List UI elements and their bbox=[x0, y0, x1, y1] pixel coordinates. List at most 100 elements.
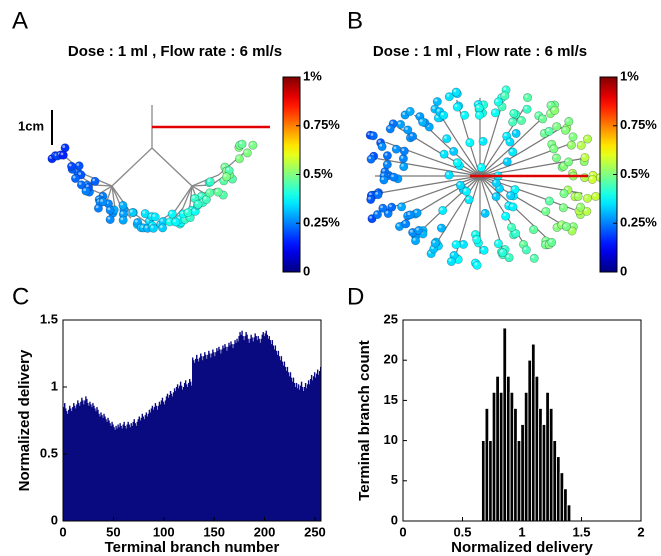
sphere bbox=[379, 175, 389, 185]
bar bbox=[134, 423, 136, 521]
sphere-highlight bbox=[384, 152, 388, 156]
bar bbox=[195, 358, 197, 521]
sphere bbox=[148, 223, 158, 233]
bar bbox=[268, 336, 271, 521]
bar bbox=[201, 356, 203, 521]
sphere bbox=[464, 195, 474, 205]
sphere bbox=[568, 132, 578, 142]
bar bbox=[312, 376, 315, 521]
bar bbox=[72, 407, 74, 521]
axes-frame bbox=[62, 319, 322, 522]
bar bbox=[120, 425, 122, 521]
sphere-highlight bbox=[250, 142, 254, 146]
sphere-highlight bbox=[203, 196, 207, 200]
sphere-highlight bbox=[568, 142, 572, 146]
branch bbox=[456, 175, 481, 253]
bar bbox=[277, 350, 280, 521]
sphere-highlight bbox=[561, 190, 565, 194]
sphere bbox=[508, 202, 518, 212]
bar bbox=[291, 381, 294, 521]
bar bbox=[153, 407, 156, 521]
sphere-highlight bbox=[549, 141, 552, 145]
bar bbox=[254, 333, 256, 521]
sphere-highlight bbox=[407, 212, 411, 216]
sphere bbox=[408, 131, 418, 141]
sphere-highlight bbox=[160, 218, 164, 222]
sphere-highlight bbox=[539, 116, 543, 120]
bar bbox=[151, 405, 154, 521]
sphere-highlight bbox=[457, 182, 461, 186]
sphere bbox=[401, 219, 411, 229]
bar bbox=[316, 369, 319, 521]
bar bbox=[127, 421, 129, 521]
histogram-bar bbox=[531, 343, 536, 522]
bar bbox=[242, 336, 244, 521]
bar bbox=[218, 346, 220, 521]
sphere-highlight bbox=[236, 156, 240, 159]
sphere bbox=[446, 257, 456, 267]
bar bbox=[226, 350, 228, 521]
bar bbox=[124, 425, 126, 521]
bar bbox=[310, 374, 313, 521]
bar bbox=[311, 380, 314, 521]
sphere-highlight bbox=[510, 149, 513, 153]
bar bbox=[90, 404, 92, 521]
sphere bbox=[509, 108, 519, 118]
x-tick-label: 2 bbox=[637, 524, 644, 539]
sphere bbox=[118, 200, 128, 210]
sphere bbox=[544, 126, 554, 136]
bar bbox=[95, 411, 97, 521]
colorbar-tick-label: 0.5% bbox=[620, 166, 650, 181]
sphere bbox=[418, 117, 428, 127]
sphere-highlight bbox=[222, 164, 226, 168]
sphere-highlight bbox=[569, 228, 573, 232]
sphere-highlight bbox=[510, 204, 514, 208]
sphere-highlight bbox=[513, 130, 517, 134]
x-tick-label: 200 bbox=[254, 524, 276, 539]
bar bbox=[208, 350, 210, 521]
bar bbox=[166, 393, 169, 521]
bar bbox=[140, 417, 143, 521]
sphere bbox=[508, 147, 518, 157]
bar bbox=[235, 342, 237, 521]
bar bbox=[250, 334, 252, 521]
sphere-highlight bbox=[434, 98, 438, 102]
bar bbox=[290, 377, 293, 521]
bar bbox=[94, 408, 96, 521]
sphere bbox=[405, 210, 415, 220]
sphere-highlight bbox=[374, 211, 378, 215]
sphere bbox=[547, 237, 557, 247]
bar bbox=[192, 357, 194, 521]
sphere bbox=[205, 177, 215, 187]
bar bbox=[259, 342, 261, 521]
bar bbox=[221, 349, 223, 521]
bar bbox=[309, 378, 312, 521]
sphere-highlight bbox=[563, 223, 567, 227]
sphere-highlight bbox=[524, 94, 528, 98]
histogram-bar bbox=[556, 456, 561, 522]
bar bbox=[183, 382, 186, 521]
sphere bbox=[478, 136, 488, 146]
sphere bbox=[373, 190, 383, 200]
sphere bbox=[564, 117, 574, 127]
sphere-highlight bbox=[414, 210, 418, 213]
bar bbox=[261, 334, 263, 521]
bar bbox=[170, 393, 173, 521]
sphere-highlight bbox=[552, 107, 555, 111]
sphere-highlight bbox=[512, 230, 516, 234]
sphere bbox=[474, 110, 484, 120]
bar bbox=[302, 391, 305, 521]
bar bbox=[157, 405, 160, 521]
bar bbox=[232, 348, 234, 521]
sphere-highlight bbox=[478, 164, 482, 168]
sphere-highlight bbox=[120, 202, 124, 206]
sphere bbox=[60, 143, 70, 153]
bar bbox=[220, 353, 222, 521]
panel-label: C bbox=[12, 283, 29, 310]
sphere-highlight bbox=[402, 112, 406, 116]
sphere-highlight bbox=[207, 190, 210, 193]
sphere-highlight bbox=[369, 216, 373, 219]
sphere bbox=[432, 97, 442, 107]
sphere bbox=[566, 140, 576, 150]
sphere bbox=[551, 153, 561, 163]
